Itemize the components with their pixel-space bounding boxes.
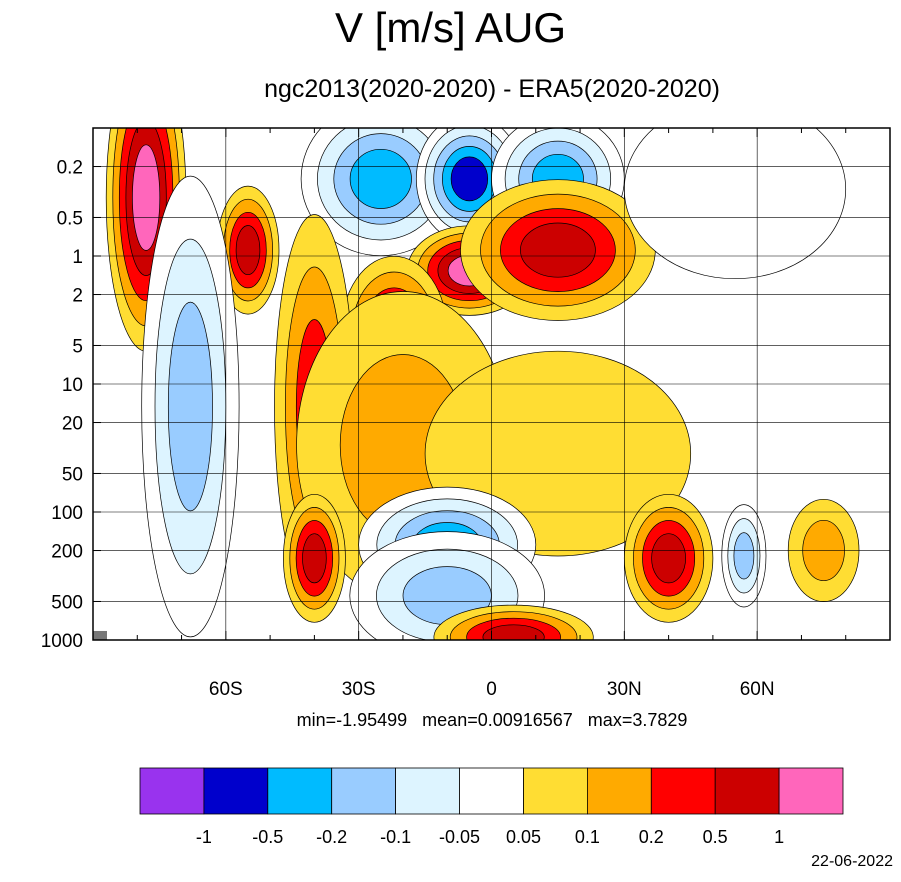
x-axis: 60S 30S 0 30N 60N <box>92 128 891 700</box>
colorbar-box <box>395 767 460 815</box>
colorbar-box <box>587 767 652 815</box>
date-stamp: 22-06-2022 <box>811 853 893 870</box>
y-tick-label: 200 <box>51 542 83 563</box>
chart-subtitle: ngc2013(2020-2020) - ERA5(2020-2020) <box>264 75 720 103</box>
y-tick-label: 0.5 <box>57 208 83 229</box>
colorbar-box <box>267 767 333 815</box>
colorbar-label: 0.2 <box>639 827 664 847</box>
colorbar-box <box>778 767 844 815</box>
contour-region-3-4 <box>450 156 489 202</box>
contour-region-8-2 <box>167 301 213 512</box>
contour-region-6-3 <box>520 222 596 278</box>
topography-mask <box>93 630 107 640</box>
y-tick-label: 5 <box>72 336 83 357</box>
colorbar: -1 -0.5 -0.2 -0.1 -0.05 0.05 0.1 0.2 0.5 1 <box>139 767 844 847</box>
contour-region-14-3 <box>302 533 327 584</box>
colorbar-label: 0.1 <box>575 827 600 847</box>
y-tick-label: 0.2 <box>57 158 83 179</box>
colorbar-box <box>139 767 205 815</box>
colorbar-label: -0.5 <box>252 827 283 847</box>
y-tick-label: 1 <box>72 247 83 268</box>
colorbar-box <box>714 767 780 815</box>
contour-region-0-4 <box>132 144 161 251</box>
chart-title: V [m/s] AUG <box>334 4 567 51</box>
stats-text: min=-1.95499 mean=0.00916567 max=3.7829 <box>296 710 688 730</box>
colorbar-label: -0.2 <box>316 827 347 847</box>
contour-region-19-3 <box>482 624 545 640</box>
contour-region-16-2 <box>733 532 755 580</box>
colorbar-box <box>203 767 269 815</box>
colorbar-box <box>331 767 397 815</box>
colorbar-label: -0.05 <box>439 827 480 847</box>
contour-region-1-3 <box>235 225 261 276</box>
y-axis: 0.2 0.5 1 2 5 10 20 50 100 200 500 1000 <box>41 158 101 652</box>
y-tick-label: 10 <box>62 375 83 396</box>
contour-region-2-3 <box>349 148 412 209</box>
y-tick-label: 2 <box>72 286 83 307</box>
x-tick-label: 60S <box>209 679 243 700</box>
colorbar-label: 0.5 <box>703 827 728 847</box>
colorbar-box <box>650 767 716 815</box>
x-tick-label: 60N <box>740 679 775 700</box>
colorbar-label: 1 <box>774 827 784 847</box>
contour-region-21-0 <box>623 128 847 280</box>
x-tick-label: 30N <box>607 679 642 700</box>
x-tick-label: 0 <box>486 679 497 700</box>
y-tick-label: 20 <box>62 414 83 435</box>
colorbar-box <box>459 767 524 815</box>
y-tick-label: 50 <box>62 464 83 485</box>
colorbar-label: -0.1 <box>380 827 411 847</box>
y-tick-label: 100 <box>51 503 83 524</box>
contour-region-15-3 <box>651 533 686 584</box>
y-tick-label: 500 <box>51 592 83 613</box>
colorbar-label: -1 <box>196 827 212 847</box>
x-tick-label: 30S <box>342 679 376 700</box>
colorbar-label: 0.05 <box>506 827 541 847</box>
y-tick-label: 1000 <box>41 631 83 652</box>
colorbar-box <box>523 767 588 815</box>
grid <box>93 128 890 641</box>
